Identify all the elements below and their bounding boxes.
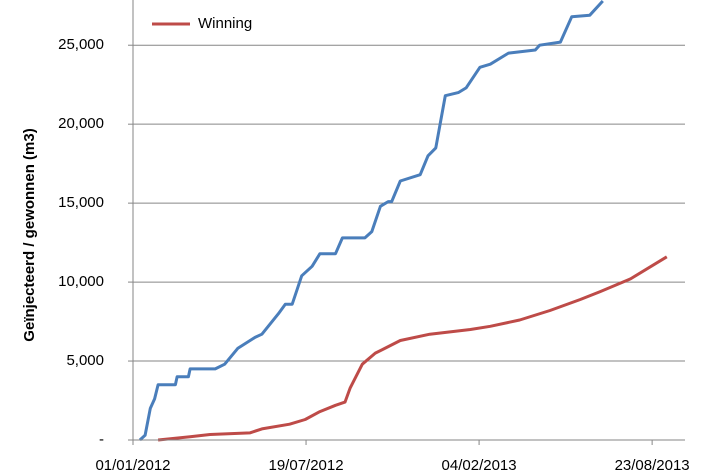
x-tick-label: 23/08/2013 <box>615 457 690 470</box>
y-tick-label: 25,000 <box>58 36 104 53</box>
x-tick-label: 01/01/2012 <box>95 457 170 470</box>
y-tick-label: 10,000 <box>58 273 104 290</box>
series-line <box>157 255 668 442</box>
series-line <box>138 0 604 442</box>
y-tick-label: 20,000 <box>58 115 104 132</box>
x-tick-label: 19/07/2012 <box>269 457 344 470</box>
y-tick-label: 5,000 <box>66 352 104 369</box>
y-tick-label: - <box>99 431 104 448</box>
y-tick-label: 15,000 <box>58 194 104 211</box>
y-axis-title: Geïnjecteerd / gewonnen (m3) <box>21 128 38 341</box>
legend-label: Winning <box>198 15 252 32</box>
x-tick-label: 04/02/2013 <box>442 457 517 470</box>
